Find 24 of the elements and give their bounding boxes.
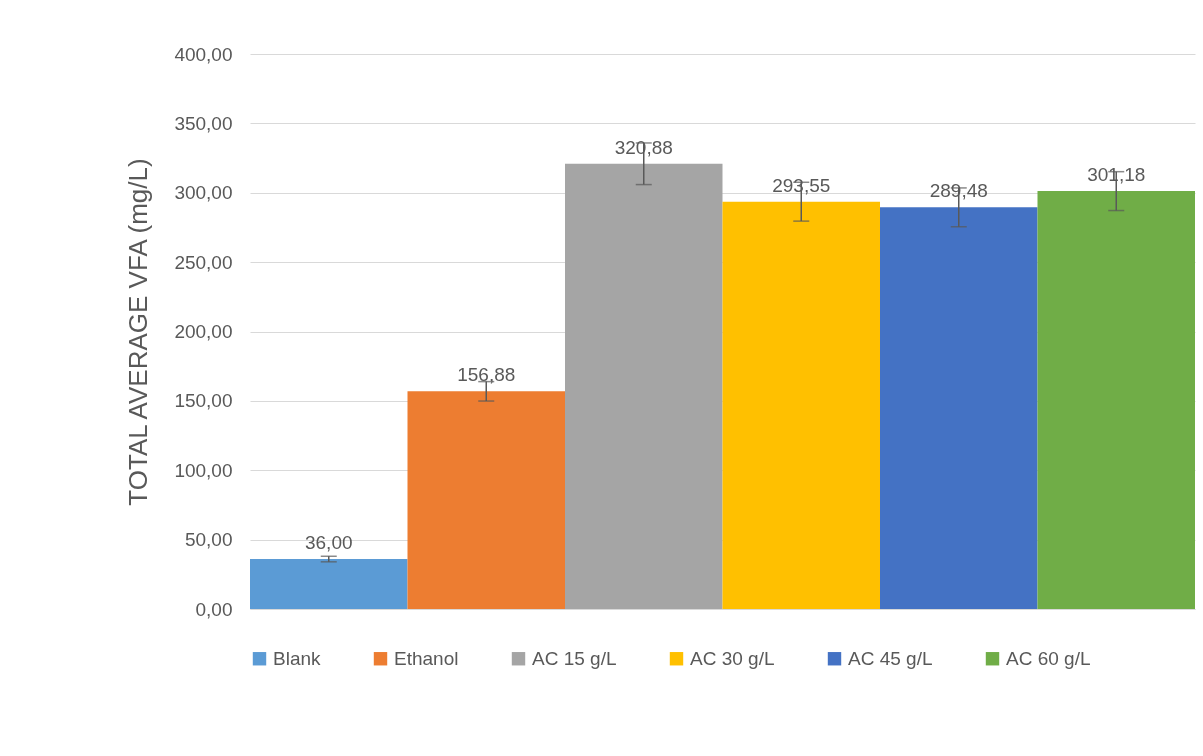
y-tick-label: 400,00 bbox=[174, 43, 233, 65]
y-tick-label: 300,00 bbox=[174, 182, 233, 204]
legend-label: AC 45 g/L bbox=[848, 647, 933, 669]
y-tick-label: 50,00 bbox=[184, 529, 233, 551]
bar bbox=[1037, 191, 1195, 609]
legend-label: AC 60 g/L bbox=[1006, 647, 1091, 669]
y-axis-title: TOTAL AVERAGE VFA (mg/L) bbox=[123, 158, 154, 506]
legend-label: AC 30 g/L bbox=[690, 647, 775, 669]
bar bbox=[880, 207, 1038, 609]
legend-label: AC 15 g/L bbox=[532, 647, 617, 669]
legend-label: Ethanol bbox=[394, 647, 459, 669]
y-tick-label: 0,00 bbox=[195, 598, 233, 620]
y-tick-label: 350,00 bbox=[174, 112, 233, 134]
y-tick-label: 150,00 bbox=[174, 390, 233, 412]
y-tick-label: 200,00 bbox=[174, 321, 233, 342]
data-label: 156,88 bbox=[457, 364, 516, 386]
bar bbox=[250, 559, 408, 609]
y-tick-label: 250,00 bbox=[174, 251, 233, 273]
bar bbox=[565, 163, 723, 609]
y-tick-label: 100,00 bbox=[174, 459, 233, 481]
bar bbox=[722, 201, 880, 609]
bar bbox=[407, 391, 565, 609]
legend-label: Blank bbox=[273, 647, 322, 669]
data-label: 36,00 bbox=[304, 532, 353, 554]
